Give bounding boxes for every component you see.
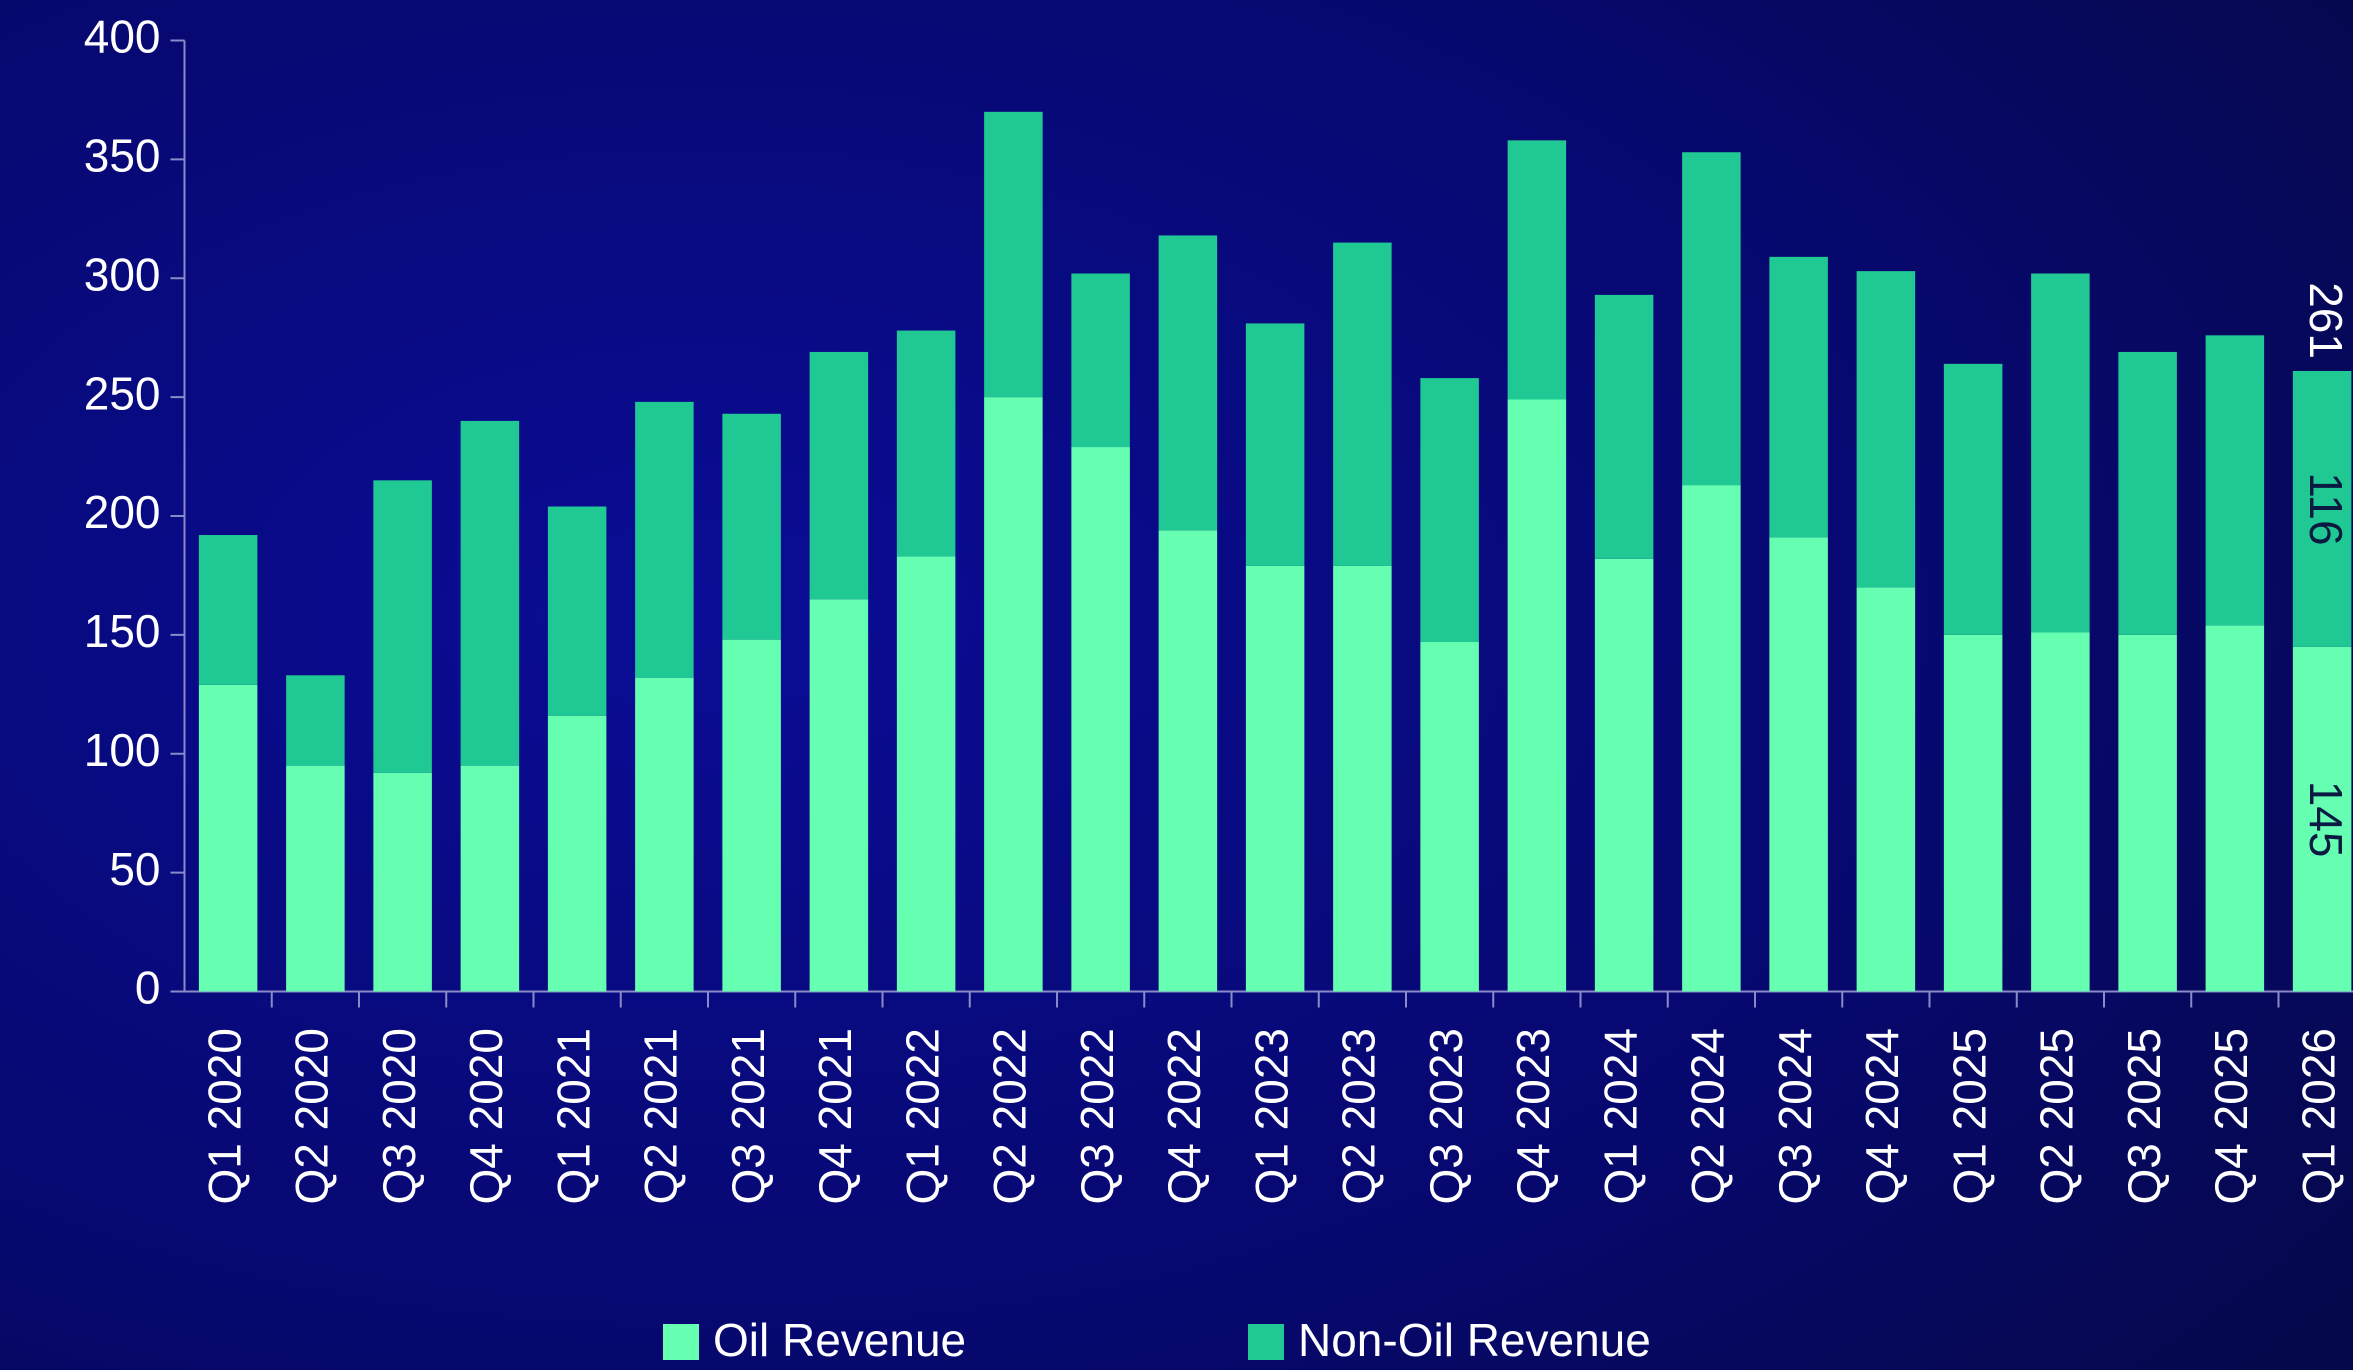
bar-segment (1071, 447, 1130, 992)
legend-label: Non-Oil Revenue (1298, 1314, 1651, 1366)
x-tick-label: Q4 2025 (2205, 1028, 2257, 1204)
y-tick-label: 50 (109, 843, 160, 895)
bar-segment (2031, 632, 2090, 992)
bar-segment (1333, 242, 1392, 566)
x-tick-label: Q1 2020 (198, 1028, 250, 1204)
bar-segment (1420, 642, 1479, 992)
bar-segment (460, 765, 520, 992)
y-tick-label: 200 (84, 486, 161, 538)
bar-segment (722, 413, 781, 640)
bar-segment (984, 111, 1043, 398)
bar-segment (2118, 351, 2177, 635)
x-tick-label: Q2 2025 (2031, 1028, 2083, 1204)
bar-segment (373, 772, 432, 992)
y-tick-label: 350 (84, 130, 161, 182)
bar-segment (286, 675, 345, 766)
bar-segment (1158, 530, 1218, 992)
bar-segment (809, 351, 869, 600)
bar-segment (896, 556, 956, 992)
x-tick-label: Q2 2021 (635, 1028, 687, 1204)
bar-segment (1682, 152, 1741, 486)
x-tick-label: Q4 2021 (809, 1028, 861, 1204)
x-tick-label: Q2 2023 (1333, 1028, 1385, 1204)
x-tick-label: Q1 2022 (896, 1028, 948, 1204)
x-tick-label: Q3 2020 (373, 1028, 425, 1204)
bar-segment (809, 599, 869, 992)
y-tick-label: 100 (84, 724, 161, 776)
bar-segment (373, 480, 432, 773)
bar-segment (547, 715, 607, 992)
bar-segment (722, 639, 781, 992)
x-tick-label: Q3 2022 (1071, 1028, 1123, 1204)
total-label: 261 (2300, 282, 2352, 359)
bar-segment (896, 330, 956, 557)
y-tick-label: 400 (84, 11, 161, 63)
legend-swatch (663, 1324, 699, 1360)
bar-segment (1158, 235, 1218, 531)
bar-segment (984, 397, 1043, 992)
x-tick-label: Q3 2023 (1420, 1028, 1472, 1204)
y-tick-label: 300 (84, 248, 161, 300)
x-tick-label: Q2 2022 (984, 1028, 1036, 1204)
bar-segment (1943, 363, 2003, 635)
bar-segment (2205, 625, 2265, 992)
x-tick-label: Q1 2023 (1245, 1028, 1297, 1204)
y-tick-label: 0 (135, 962, 161, 1014)
x-tick-label: Q3 2025 (2118, 1028, 2170, 1204)
x-tick-label: Q4 2023 (1507, 1028, 1559, 1204)
bar-segment (1333, 565, 1392, 992)
bar-segment (2292, 646, 2352, 992)
y-tick-label: 250 (84, 367, 161, 419)
bar-segment (1507, 399, 1567, 992)
bar-segment (1856, 271, 1916, 588)
x-tick-label: Q2 2020 (286, 1028, 338, 1204)
x-tick-label: Q1 2021 (547, 1028, 599, 1204)
bar-segment (635, 677, 694, 992)
bar-segment (2205, 335, 2265, 626)
bar-segment (1594, 294, 1654, 559)
bar-segment (635, 401, 694, 678)
bar-segment (1943, 634, 2003, 992)
bar-segment (1507, 140, 1567, 400)
bar-segment (198, 535, 258, 685)
bar-segment (547, 506, 607, 716)
bar-segment (1245, 323, 1305, 566)
x-tick-label: Q4 2024 (1856, 1028, 1908, 1204)
bar-segment (1420, 378, 1479, 643)
data-label: 116 (2300, 472, 2352, 545)
legend-label: Oil Revenue (713, 1314, 966, 1366)
x-tick-label: Q3 2021 (722, 1028, 774, 1204)
bar-segment (1682, 485, 1741, 992)
x-tick-label: Q4 2022 (1158, 1028, 1210, 1204)
data-label: 145 (2300, 781, 2352, 858)
bar-segment (1245, 565, 1305, 992)
bar-segment (1594, 558, 1654, 992)
bar-segment (2031, 273, 2090, 633)
legend-swatch (1248, 1324, 1284, 1360)
bar-segment (2118, 634, 2177, 992)
bar-segment (198, 684, 258, 992)
x-tick-label: Q3 2024 (1769, 1028, 1821, 1204)
bar-segment (1071, 273, 1130, 448)
x-tick-label: Q1 2025 (1943, 1028, 1995, 1204)
bar-segment (286, 765, 345, 992)
bar-segment (1769, 537, 1828, 992)
x-tick-label: Q4 2020 (460, 1028, 512, 1204)
bar-segment (2292, 370, 2352, 647)
x-tick-label: Q1 2026 (2292, 1028, 2344, 1204)
x-tick-label: Q1 2024 (1594, 1028, 1646, 1204)
bar-segment (1769, 256, 1828, 538)
y-tick-label: 150 (84, 605, 161, 657)
bar-segment (460, 420, 520, 766)
x-tick-label: Q2 2024 (1682, 1028, 1734, 1204)
bar-segment (1856, 587, 1916, 992)
